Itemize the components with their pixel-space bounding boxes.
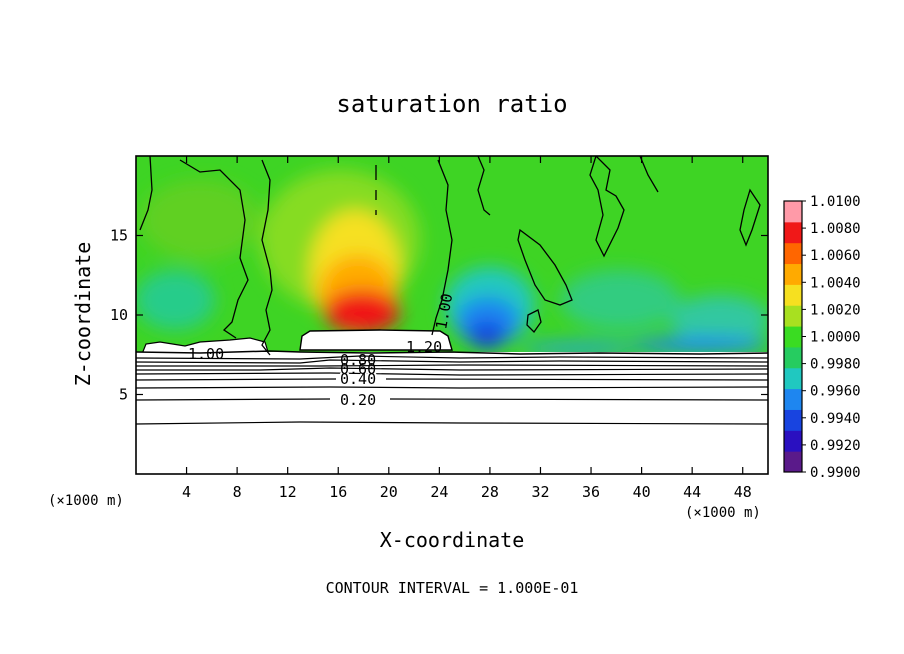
contour-lines-upper [139, 156, 761, 356]
contour-line [589, 156, 625, 258]
cloud-cap [299, 329, 453, 351]
contour-line-070 [136, 364, 768, 367]
contour-label-100-right: 1.00 [432, 292, 456, 331]
contour-line-090 [136, 355, 768, 360]
plot-area: 0.20 0.40 0.60 0.80 1.20 1.00 1.00 [136, 156, 768, 474]
contour-label-100-left: 1.00 [188, 345, 224, 363]
contour-line-030 [136, 386, 768, 389]
chart-title: saturation ratio [336, 90, 567, 118]
field-patches [136, 170, 768, 354]
colorbar-swatch [784, 346, 802, 369]
contour-line [517, 228, 573, 306]
contour-line [261, 159, 273, 356]
colorbar-label: 1.0060 [810, 248, 861, 264]
y-tick-labels: 5 10 15 [110, 227, 128, 404]
contour-line-080 [136, 359, 768, 364]
contour-line [477, 156, 491, 216]
colorbar-swatch [784, 409, 802, 431]
x-tick-label: 28 [481, 483, 499, 501]
warm-patch-left [140, 180, 260, 260]
x-unit-left: (×1000 m) [48, 493, 124, 509]
contour-line-020 [136, 398, 768, 401]
tick-marks [136, 156, 768, 474]
x-tick-label: 44 [683, 483, 701, 501]
contour-lines-lower [136, 355, 768, 425]
contour-line [139, 156, 153, 231]
x-tick-label: 12 [279, 483, 297, 501]
y-axis-label: Z-coordinate [71, 242, 95, 387]
colorbar-swatch [784, 305, 802, 327]
cool-patch-left [136, 270, 215, 330]
x-tick-label: 32 [531, 483, 549, 501]
colorbar-swatch [784, 221, 802, 244]
x-tick-label: 20 [380, 483, 398, 501]
x-tick-labels: 4 8 12 16 20 24 28 32 36 40 44 48 [182, 483, 752, 501]
colorbar-swatch [784, 451, 802, 473]
colorbar-swatch [784, 201, 802, 223]
subsaturated-region [136, 352, 768, 474]
x-tick-label: 4 [182, 483, 191, 501]
colorbar-swatch [784, 326, 802, 348]
contour-line-040 [136, 378, 768, 381]
colorbar-swatch [784, 242, 802, 265]
contour-line-060 [136, 367, 768, 371]
contour-line [431, 159, 453, 336]
high-band-red [324, 290, 400, 334]
y-tick-label: 15 [110, 227, 128, 245]
x-tick-label: 36 [582, 483, 600, 501]
contour-label-120: 1.20 [406, 338, 442, 356]
x-axis-label: X-coordinate [380, 528, 525, 552]
colorbar-label: 0.9900 [810, 465, 861, 481]
colorbar-swatch [784, 388, 802, 410]
x-unit-right: (×1000 m) [685, 505, 761, 521]
x-tick-label: 40 [633, 483, 651, 501]
colorbar-label: 0.9980 [810, 357, 861, 373]
low-band-dark [469, 321, 505, 349]
colorbar-swatch [784, 284, 802, 306]
contour-line [179, 159, 249, 339]
colorbar-swatch [784, 367, 802, 390]
colorbar-label: 1.0040 [810, 275, 861, 291]
contour-line-050 [136, 372, 768, 376]
colorbar-labels: 1.0100 1.0080 1.0060 1.0040 1.0020 1.0000 0.99… [810, 194, 861, 481]
x-tick-label: 16 [329, 483, 347, 501]
low-strip-blue-2 [520, 342, 640, 354]
contour-line-010 [136, 421, 768, 425]
x-tick-label: 8 [233, 483, 242, 501]
x-tick-label: 24 [430, 483, 448, 501]
colorbar-label: 0.9920 [810, 438, 861, 454]
colorbar [783, 200, 806, 473]
contour-interval-note: CONTOUR INTERVAL = 1.000E-01 [326, 579, 579, 597]
cool-patch-right1 [560, 270, 680, 330]
cloud-base-edge [136, 350, 768, 355]
contour-line [639, 156, 659, 193]
y-tick-label: 5 [119, 386, 128, 404]
contour-line [739, 188, 761, 247]
cool-patch-right2 [670, 295, 768, 345]
colorbar-swatch [784, 263, 802, 285]
colorbar-label: 1.0100 [810, 194, 861, 210]
contour-line [526, 309, 542, 334]
contour-label-060: 0.60 [340, 360, 376, 378]
contour-label-080: 0.80 [340, 351, 376, 369]
colorbar-label: 1.0080 [810, 221, 861, 237]
colorbar-label: 0.9960 [810, 384, 861, 400]
x-tick-label: 48 [734, 483, 752, 501]
cloud-cap-left [141, 337, 269, 355]
contour-label-020: 0.20 [340, 391, 376, 409]
colorbar-label: 1.0000 [810, 330, 861, 346]
contour-label-040: 0.40 [340, 370, 376, 388]
colorbar-swatch [784, 430, 802, 452]
colorbar-label: 1.0020 [810, 302, 861, 318]
low-strip-blue [630, 337, 768, 353]
y-tick-label: 10 [110, 306, 128, 324]
contour-labels: 0.20 0.40 0.60 0.80 1.20 1.00 1.00 [188, 292, 456, 411]
colorbar-label: 0.9940 [810, 411, 861, 427]
